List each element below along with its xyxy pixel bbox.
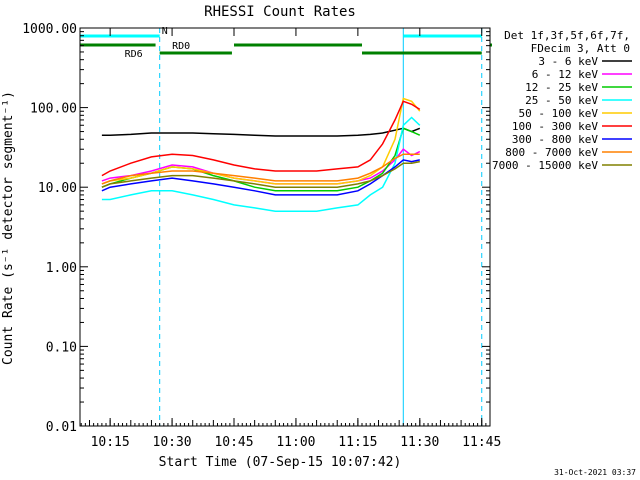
attenuator-bars: RD0 RD6 N — [80, 26, 492, 60]
x-tick-label: 11:45 — [462, 435, 501, 450]
series-lines — [101, 97, 421, 212]
x-tick-label: 11:15 — [338, 435, 377, 450]
legend-label: 6 - 12 keV — [532, 68, 599, 81]
x-axis-label: Start Time (07-Sep-15 10:07:42) — [159, 455, 402, 470]
y-tick-label: 0.10 — [46, 340, 77, 355]
legend-label: 800 - 7000 keV — [505, 146, 598, 159]
chart-title: RHESSI Count Rates — [204, 4, 356, 20]
series-line — [101, 159, 420, 196]
plot-frame — [79, 27, 491, 427]
attenuator-label-n: N — [162, 26, 168, 37]
legend-label: 7000 - 15000 keV — [492, 159, 598, 172]
series-line — [101, 160, 420, 188]
x-tick-label: 11:30 — [400, 435, 439, 450]
footer-timestamp: 31-Oct-2021 03:37 — [554, 468, 636, 477]
legend-label: 3 - 6 keV — [538, 55, 598, 68]
x-tick-label: 10:15 — [91, 435, 130, 450]
y-tick-label: 1.00 — [46, 261, 77, 276]
legend-header: Det 1f,3f,5f,6f,7f, — [504, 29, 630, 42]
legend-label: 300 - 800 keV — [512, 133, 598, 146]
y-axis: 0.01 0.10 1.00 10.00 100.00 1000.00 — [22, 22, 490, 435]
y-tick-label: 1000.00 — [22, 22, 77, 37]
legend: Det 1f,3f,5f,6f,7f,FDecim 3, Att 03 - 6 … — [492, 29, 632, 172]
vertical-markers — [79, 28, 483, 426]
x-tick-label: 10:45 — [214, 435, 253, 450]
series-line — [101, 127, 421, 137]
series-line — [101, 153, 420, 185]
y-tick-label: 100.00 — [30, 102, 77, 117]
series-line — [101, 116, 421, 212]
attenuator-label-rd0: RD0 — [172, 41, 190, 52]
series-line — [101, 100, 421, 177]
x-tick-label: 11:00 — [276, 435, 315, 450]
legend-header: FDecim 3, Att 0 — [531, 42, 630, 55]
x-tick-label: 10:30 — [153, 435, 192, 450]
legend-label: 50 - 100 keV — [519, 107, 599, 120]
y-axis-label: Count Rate (s⁻¹ detector segment⁻¹) — [1, 91, 16, 365]
y-tick-label: 0.01 — [46, 420, 77, 435]
legend-label: 25 - 50 keV — [525, 94, 598, 107]
legend-label: 12 - 25 keV — [525, 81, 598, 94]
x-axis: 10:15 10:30 10:45 11:00 11:15 11:30 11:45 — [80, 28, 501, 450]
attenuator-label-rd6: RD6 — [125, 49, 143, 60]
legend-label: 100 - 300 keV — [512, 120, 598, 133]
y-tick-label: 10.00 — [38, 181, 77, 196]
